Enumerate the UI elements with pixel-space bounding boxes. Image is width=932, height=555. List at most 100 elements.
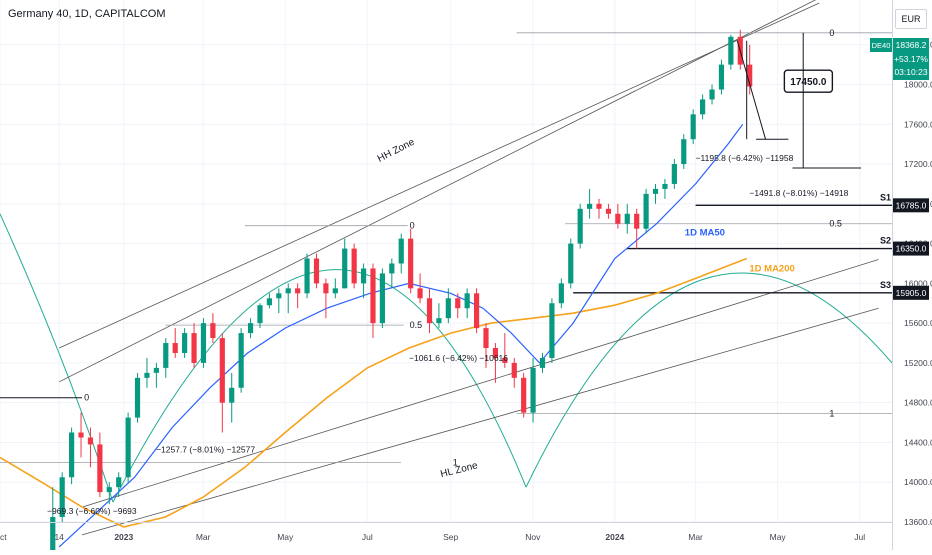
symbol-badge-label: DE40 xyxy=(872,41,891,50)
candle-body xyxy=(455,298,461,309)
candle-body xyxy=(97,444,103,493)
price-level-tag-label: 15905.0 xyxy=(896,288,927,298)
candle-body xyxy=(492,348,499,358)
candle-body xyxy=(700,99,706,115)
trend-line xyxy=(81,307,879,536)
measurement-label: −1061.6 (−6.42%) −10616 xyxy=(409,353,508,363)
candle-body xyxy=(59,477,65,518)
price-level-tag xyxy=(893,241,929,256)
y-tick-label: 16000.0 xyxy=(904,278,932,288)
candle-body xyxy=(191,333,197,363)
candle-body xyxy=(577,208,583,244)
y-tick-label: 14800.0 xyxy=(904,398,932,408)
candle-body xyxy=(511,362,517,378)
bar-countdown: 03:10:23 xyxy=(894,67,927,77)
candle-body xyxy=(332,288,338,294)
candle-body xyxy=(229,387,235,403)
trend-line xyxy=(59,2,820,349)
candle-body xyxy=(549,303,555,358)
candle-body xyxy=(163,343,169,368)
x-tick-label: May xyxy=(277,532,294,542)
x-tick-label: Jul xyxy=(854,532,865,542)
fib-level-label: 0 xyxy=(410,221,415,231)
candle-body xyxy=(295,288,301,294)
currency-button[interactable]: EUR xyxy=(895,9,927,29)
ma50-line xyxy=(58,123,744,548)
candle-body xyxy=(285,288,291,294)
price-level-tag-label: 16785.0 xyxy=(896,200,927,210)
time-axis-border xyxy=(0,522,892,523)
candle-body xyxy=(643,193,649,229)
candle-body xyxy=(69,432,75,478)
candle-body xyxy=(568,243,574,284)
candle-body xyxy=(200,323,207,363)
x-tick-label: Jul xyxy=(362,532,373,542)
candle-body xyxy=(351,248,357,284)
fib-level-label: 0.5 xyxy=(829,219,842,229)
candle-body xyxy=(605,208,612,214)
y-tick-label: 13600.0 xyxy=(904,517,932,527)
x-tick-label: Nov xyxy=(525,532,541,542)
candle-body xyxy=(389,263,395,274)
candle-body xyxy=(445,298,451,319)
measurement-label: −1491.8 (−8.01%) −14918 xyxy=(749,188,848,198)
cycle-arc xyxy=(0,213,114,503)
x-tick-label: 14 xyxy=(54,532,64,542)
y-tick-label: 14400.0 xyxy=(904,437,932,447)
candle-body xyxy=(539,357,546,368)
candle-body xyxy=(153,367,159,373)
x-tick-label: 2023 xyxy=(114,532,133,542)
y-tick-label: 17200.0 xyxy=(904,159,932,169)
candle-body xyxy=(360,268,367,284)
candle-body xyxy=(728,36,734,65)
cycle-arc xyxy=(112,269,527,503)
candle-body xyxy=(634,213,640,229)
ma-label: 1D MA200 xyxy=(749,263,794,274)
y-tick-label: 14000.0 xyxy=(904,477,932,487)
candle-body xyxy=(624,213,630,224)
price-badge xyxy=(893,38,929,80)
price-level-tag xyxy=(893,285,929,300)
candle-body xyxy=(87,437,94,445)
target-label: 17450.0 xyxy=(790,77,827,88)
candle-body xyxy=(342,248,348,289)
candle-body xyxy=(172,343,178,353)
chart-title: Germany 40, 1D, CAPITALCOM xyxy=(8,8,166,20)
candle-body xyxy=(266,298,272,306)
candle-body xyxy=(709,89,715,100)
candle-body xyxy=(530,367,536,413)
cycle-arc xyxy=(525,272,893,488)
measurement-label: −1257.7 (−8.01%) −12577 xyxy=(156,444,255,454)
ma200-line xyxy=(0,257,747,528)
candle-body xyxy=(313,258,320,284)
candle-body xyxy=(747,64,753,87)
target-box xyxy=(783,69,834,93)
candle-body xyxy=(398,238,404,264)
candle-body xyxy=(417,288,423,299)
candle-body xyxy=(473,293,480,329)
candle-body xyxy=(681,139,687,165)
price-level-tag xyxy=(893,198,929,213)
candle-body xyxy=(257,305,263,324)
projection-line xyxy=(736,40,767,140)
candle-body xyxy=(304,258,310,294)
support-level-label: S2 xyxy=(880,236,891,246)
zone-label: HH Zone xyxy=(376,137,417,165)
ma-label: 1D MA50 xyxy=(685,228,725,239)
candle-body xyxy=(671,164,677,184)
x-tick-label: Mar xyxy=(688,532,703,542)
candle-body xyxy=(238,333,244,388)
support-level-label: S3 xyxy=(880,280,891,290)
fib-level-label: 1 xyxy=(453,457,458,467)
candle-body xyxy=(615,213,621,224)
candle-body xyxy=(558,283,564,304)
x-tick-label: May xyxy=(770,532,787,542)
candle-body xyxy=(134,377,141,418)
candle-body xyxy=(379,273,385,324)
trend-line xyxy=(81,259,879,508)
measurement-label: −969.3 (−6.60%) −9693 xyxy=(47,506,137,516)
candle-body xyxy=(596,203,602,209)
candle-body xyxy=(247,323,254,334)
